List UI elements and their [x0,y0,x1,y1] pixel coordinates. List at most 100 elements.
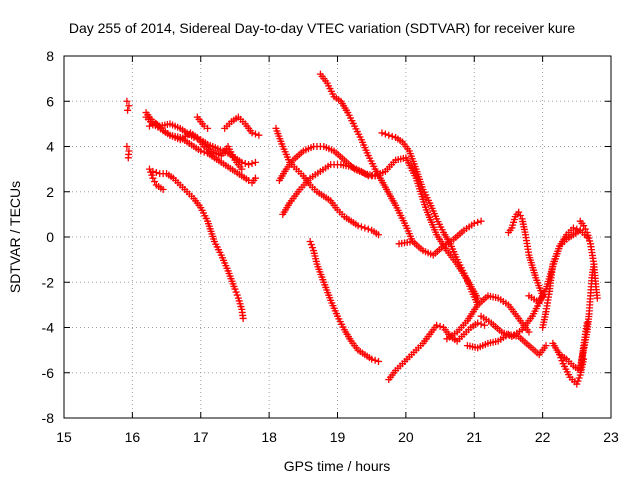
data-point [149,121,157,129]
data-point [368,355,376,363]
series-arc-9 [149,167,247,322]
series-arc-7 [221,113,263,139]
data-point [436,322,444,330]
data-point [241,159,249,167]
data-point [306,238,314,246]
x-tick-label: 16 [125,429,141,445]
series-arc-17 [395,217,485,259]
data-point [125,102,133,110]
data-point [148,171,156,179]
data-point [204,124,212,132]
x-tick-label: 15 [56,429,72,445]
y-tick-label: 2 [46,184,54,200]
x-tick-label: 22 [535,429,551,445]
axis-ticks: 15 16 17 18 19 20 21 22 23 -8 -6 -4 -2 0 2 4 6 8 [42,48,619,445]
data-point [145,122,153,130]
x-tick-label: 19 [330,429,346,445]
data-point [233,291,241,299]
data-point [361,224,369,232]
y-axis-label: SDTVAR / TECUs [7,181,23,293]
data-point [474,319,482,327]
y-tick-label: 0 [46,229,54,245]
data-point [251,130,259,138]
data-point [308,244,316,252]
data-point [516,212,524,220]
data-point [525,328,533,336]
series-arc-16 [385,319,489,384]
data-point [371,356,379,364]
data-point [245,161,253,169]
data-point [481,321,489,329]
data-points [123,70,601,388]
y-tick-label: 4 [46,139,54,155]
data-point [123,143,131,150]
x-tick-label: 23 [603,429,619,445]
data-point [152,169,160,177]
data-point [573,380,581,388]
data-point [378,129,386,137]
y-tick-label: -6 [42,365,55,381]
data-point [590,260,598,268]
data-point [433,321,441,329]
data-point [124,154,132,162]
series-arc-6 [193,113,212,132]
chart-title: Day 255 of 2014, Sidereal Day-to-day VTE… [69,20,575,36]
data-point [381,130,389,138]
data-point [197,147,205,155]
data-point [248,129,256,137]
data-point [149,167,157,175]
data-point [248,159,256,167]
data-point [477,320,485,328]
x-tick-label: 18 [261,429,277,445]
data-point [159,185,167,193]
data-point [364,225,372,233]
series-arc-13 [316,70,417,246]
data-point [388,132,396,140]
x-tick-label: 17 [193,429,209,445]
data-point [574,377,582,385]
data-point [470,219,478,227]
data-point [575,374,583,382]
grid [64,56,611,418]
data-point [123,97,131,105]
series-arc-11 [275,143,482,302]
data-point [593,294,601,302]
data-point [542,342,550,350]
series-arc-8 [145,165,167,193]
data-point [232,288,240,296]
data-point [385,131,393,139]
data-point [539,292,547,300]
data-point [231,285,239,293]
series-arc-14 [378,129,482,309]
y-tick-label: 6 [46,93,54,109]
series-arc-5 [145,120,246,173]
series-arc-15 [306,238,383,365]
data-point [477,217,485,225]
data-point [251,158,259,166]
y-tick-label: -8 [42,410,55,426]
data-point [375,231,383,239]
data-point [251,174,259,182]
series-arc-12 [279,161,379,218]
x-tick-label: 20 [398,429,414,445]
data-point [569,224,577,232]
y-tick-label: 8 [46,48,54,64]
data-point [255,131,263,139]
data-point [238,165,246,173]
data-point [576,226,584,234]
data-point [354,222,362,230]
y-tick-label: -2 [42,274,55,290]
data-point [375,357,383,365]
data-point [124,106,132,114]
data-point [357,223,365,231]
series-arc-2 [123,143,133,162]
data-point [239,314,247,322]
y-tick-label: -4 [42,320,55,336]
series-arc-27 [576,260,598,372]
series-arc-23 [539,226,584,331]
series-arc-1 [123,97,133,114]
data-point [474,218,482,226]
data-point [151,178,159,186]
x-axis-label: GPS time / hours [284,458,391,474]
